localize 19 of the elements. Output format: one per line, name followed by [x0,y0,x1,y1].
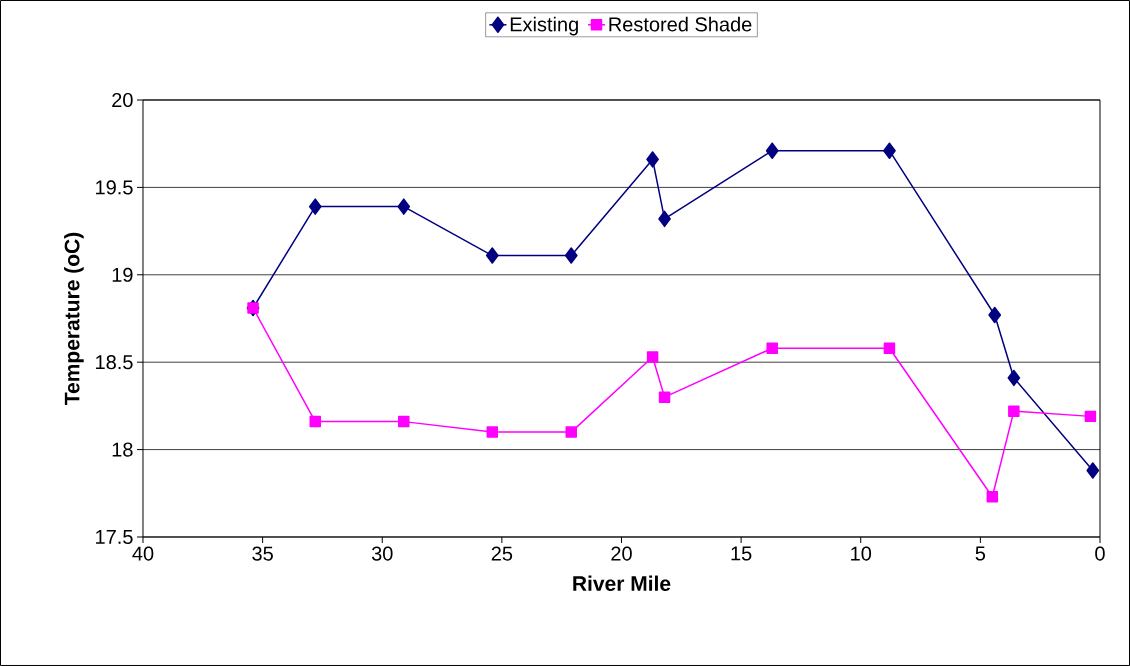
x-tick-label: 15 [731,546,752,561]
y-tick-label: 18.5 [96,355,133,370]
y-tick-label: 17.5 [96,530,133,544]
legend-label: Existing [510,16,578,36]
x-tick-label: 10 [851,546,872,561]
x-tick-label: 40 [132,546,154,561]
x-tick-label: 25 [491,546,513,561]
x-axis-title: River Mile [573,575,671,591]
y-tick-label: 19 [112,267,133,282]
x-tick-label: 20 [611,546,632,561]
x-tick-label: 30 [371,546,393,561]
y-axis-title: Temperature (oC) [64,232,84,405]
y-tick-label: 19.5 [96,180,133,195]
y-tick-label: 18 [112,442,133,457]
x-tick-label: 5 [975,546,986,561]
legend-label: Restored Shade [609,16,752,32]
y-tick-label: 20 [112,92,133,108]
x-tick-label: 35 [252,546,273,561]
x-tick-label: 0 [1095,546,1105,561]
